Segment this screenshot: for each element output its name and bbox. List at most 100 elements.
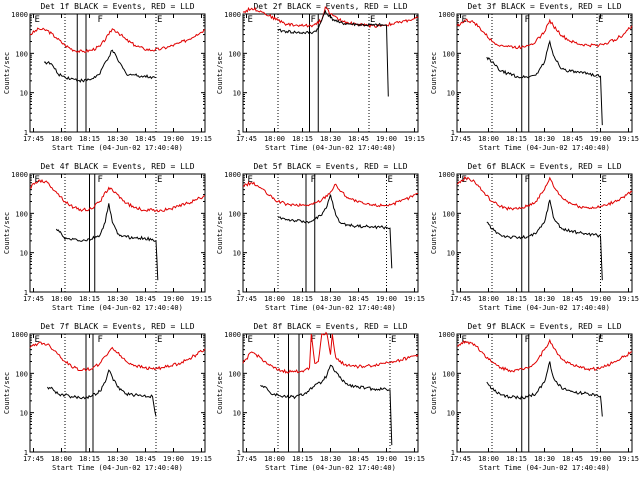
x-tick-label: 18:30 — [534, 455, 555, 463]
interval-marker: E — [157, 175, 162, 185]
y-axis-label: Counts/sec — [3, 372, 11, 414]
interval-marker: F — [311, 175, 316, 185]
events-series-line — [486, 361, 603, 417]
y-tick-label: 1 — [24, 129, 28, 137]
y-tick-label: 1000 — [11, 171, 28, 179]
y-axis-label: Counts/sec — [216, 212, 224, 254]
y-tick-label: 100 — [228, 210, 241, 218]
y-tick-label: 10 — [233, 250, 241, 258]
x-tick-label: 17:45 — [450, 455, 471, 463]
x-tick-label: 18:15 — [506, 455, 527, 463]
x-tick-label: 19:15 — [618, 135, 639, 143]
events-series-line — [277, 194, 393, 269]
x-tick-label: 17:45 — [23, 455, 44, 463]
interval-marker: F — [525, 15, 530, 25]
y-tick-label: 100 — [442, 50, 455, 58]
x-tick-label: 18:00 — [264, 455, 285, 463]
x-tick-label: 19:15 — [404, 455, 425, 463]
interval-marker: F — [311, 335, 316, 345]
interval-marker: E — [248, 335, 253, 345]
x-tick-label: 18:45 — [348, 455, 369, 463]
interval-marker: F — [311, 15, 316, 25]
y-tick-label: 10 — [447, 90, 455, 98]
y-axis-label: Counts/sec — [216, 52, 224, 94]
interval-marker: F — [525, 335, 530, 345]
x-tick-label: 18:30 — [107, 135, 128, 143]
x-tick-label: 17:45 — [236, 135, 257, 143]
x-tick-label: 17:45 — [23, 295, 44, 303]
y-axis-label: Counts/sec — [3, 52, 11, 94]
y-tick-label: 10 — [20, 90, 28, 98]
x-axis-label: Start Time (04-Jun-02 17:40:40) — [52, 144, 183, 152]
y-tick-label: 100 — [228, 50, 241, 58]
plot-frame — [242, 13, 419, 133]
y-axis-label: Counts/sec — [3, 212, 11, 254]
interval-marker: E — [157, 335, 162, 345]
x-tick-label: 18:00 — [51, 455, 72, 463]
y-tick-label: 1000 — [11, 331, 28, 339]
interval-marker: F — [98, 15, 103, 25]
interval-marker: E — [462, 335, 467, 345]
interval-marker: E — [248, 15, 253, 25]
x-tick-label: 17:45 — [23, 135, 44, 143]
x-tick-label: 18:45 — [562, 295, 583, 303]
x-tick-label: 19:15 — [191, 295, 212, 303]
x-tick-label: 18:30 — [320, 455, 341, 463]
y-tick-label: 1000 — [224, 11, 241, 19]
lld-series-line — [29, 179, 206, 213]
y-tick-label: 1000 — [438, 331, 455, 339]
x-tick-label: 17:45 — [236, 455, 257, 463]
panel-title: Det 1f BLACK = Events, RED = LLD — [40, 2, 194, 11]
y-tick-label: 1 — [237, 449, 241, 457]
events-series-line — [260, 364, 393, 446]
y-tick-label: 100 — [15, 50, 28, 58]
x-axis-label: Start Time (04-Jun-02 17:40:40) — [52, 304, 183, 312]
x-tick-label: 19:00 — [376, 295, 397, 303]
lld-series-line — [29, 27, 206, 54]
plot-frame — [456, 333, 633, 453]
x-tick-label: 18:45 — [562, 135, 583, 143]
x-tick-label: 19:15 — [404, 135, 425, 143]
y-tick-label: 1000 — [438, 171, 455, 179]
interval-marker: F — [98, 175, 103, 185]
events-series-line — [55, 203, 159, 281]
x-tick-label: 19:00 — [163, 295, 184, 303]
y-tick-label: 100 — [442, 210, 455, 218]
x-axis-label: Start Time (04-Jun-02 17:40:40) — [265, 464, 396, 472]
x-tick-label: 18:00 — [478, 295, 499, 303]
lld-series-line — [242, 331, 419, 374]
x-tick-label: 19:00 — [590, 295, 611, 303]
y-tick-label: 1 — [451, 129, 455, 137]
y-tick-label: 1 — [451, 289, 455, 297]
x-tick-label: 18:30 — [320, 295, 341, 303]
x-tick-label: 19:00 — [590, 455, 611, 463]
y-tick-label: 10 — [233, 410, 241, 418]
lld-series-line — [456, 338, 633, 373]
x-tick-label: 18:00 — [478, 455, 499, 463]
y-axis-label: Counts/sec — [216, 372, 224, 414]
x-tick-label: 18:15 — [79, 455, 100, 463]
y-tick-label: 100 — [15, 210, 28, 218]
y-tick-label: 1 — [451, 449, 455, 457]
x-tick-label: 18:30 — [534, 135, 555, 143]
x-tick-label: 19:15 — [191, 455, 212, 463]
x-tick-label: 19:15 — [618, 295, 639, 303]
y-tick-label: 1 — [237, 129, 241, 137]
x-tick-label: 18:45 — [135, 455, 156, 463]
y-tick-label: 1000 — [438, 11, 455, 19]
x-tick-label: 18:45 — [562, 455, 583, 463]
events-series-line — [47, 369, 157, 417]
y-axis-label: Counts/sec — [430, 212, 438, 254]
x-tick-label: 18:30 — [534, 295, 555, 303]
x-tick-label: 18:15 — [79, 295, 100, 303]
x-tick-label: 18:00 — [51, 135, 72, 143]
x-tick-label: 17:45 — [236, 295, 257, 303]
events-series-line — [486, 199, 603, 281]
x-tick-label: 18:45 — [348, 135, 369, 143]
x-tick-label: 19:15 — [191, 135, 212, 143]
x-axis-label: Start Time (04-Jun-02 17:40:40) — [479, 464, 610, 472]
